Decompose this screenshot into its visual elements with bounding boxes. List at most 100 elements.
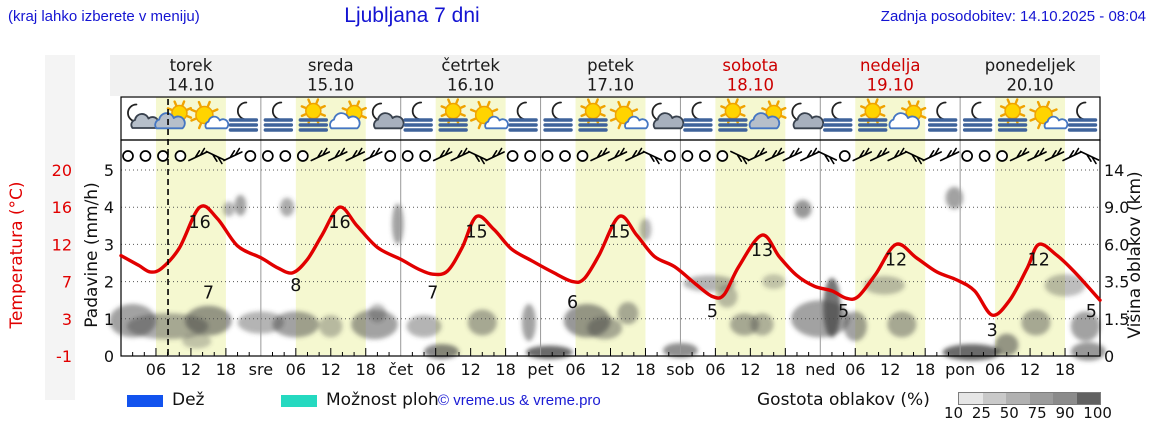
day-date-label: 20.10 (1006, 76, 1053, 95)
temp-axis-tick: -1 (56, 347, 72, 366)
cloud-blob (319, 315, 343, 338)
cloud-blob (617, 302, 639, 325)
copyright-link[interactable]: © vreme.us & vreme.pro (438, 392, 601, 409)
cloud-axis-title: Višina oblakov (km) (1125, 171, 1145, 338)
temp-max-label: 12 (885, 250, 907, 270)
precip-axis-tick: 5 (104, 161, 114, 180)
wind-calm-icon (576, 150, 589, 162)
precip-axis-tick: 2 (104, 273, 114, 292)
wind-calm-icon (978, 150, 991, 162)
weather-icon-sun-whitecloud (888, 100, 927, 130)
x-axis-label: 18 (356, 360, 376, 379)
wind-calm-icon (174, 150, 187, 162)
wind-barb-icon (607, 147, 628, 162)
weather-icon-moon-fog (962, 101, 993, 132)
wind-barb-icon (1027, 147, 1047, 162)
cloud-blob (182, 333, 212, 349)
wind-barb-icon (1062, 147, 1082, 162)
day-name-label: petek (587, 56, 634, 75)
x-axis-label: 18 (495, 360, 515, 379)
cloud-axis-tick: 6.0 (1104, 235, 1129, 254)
wind-barb-icon (590, 147, 610, 162)
wind-barb-icon (642, 150, 663, 165)
x-axis-label: sob (666, 360, 694, 379)
cloud-blob (639, 218, 652, 241)
wind-barb-icon (450, 147, 470, 162)
wind-barb-icon (467, 150, 488, 165)
x-axis-label: 12 (600, 360, 620, 379)
menu-hint: (kraj lahko izberete v meniju) (8, 8, 200, 25)
day-name-label: nedelja (860, 56, 921, 75)
x-axis-label: ned (805, 360, 835, 379)
temp-max-label: 16 (189, 213, 211, 233)
precip-axis-tick: 4 (104, 198, 114, 217)
temp-min-label: 5 (838, 302, 849, 322)
x-axis-label: 06 (985, 360, 1005, 379)
cloud-blob (351, 309, 398, 340)
day-header-band (110, 55, 1100, 96)
wind-barb-icon (327, 147, 348, 162)
wind-barb-icon (432, 147, 453, 162)
weather-icon-sun-fog (997, 98, 1028, 132)
x-axis-label: 18 (1055, 360, 1075, 379)
temp-min-label: 7 (427, 284, 438, 304)
temperature-curve (119, 204, 1102, 317)
weather-icon-moon-fog (927, 101, 958, 132)
wind-barb-icon (817, 150, 838, 165)
rain-legend-label: Dež (172, 390, 205, 410)
weather-icon-sun-fog (858, 98, 888, 132)
cloud-blob (222, 201, 235, 217)
cloud-blob (467, 309, 497, 336)
cloud-blob (843, 311, 867, 342)
wind-calm-icon (244, 150, 257, 162)
wind-barb-icon (1044, 147, 1065, 162)
wind-barb-icon (310, 147, 331, 162)
wind-barb-icon (205, 150, 226, 165)
cloud-blob (750, 313, 774, 336)
cloud-density-label: Gostota oblakov (%) (757, 390, 930, 410)
wind-calm-icon (279, 150, 292, 162)
temp-min-label: 3 (987, 321, 998, 341)
day-name-label: sobota (722, 56, 778, 75)
x-axis-label: pon (945, 360, 975, 379)
cloud-density-swatch (1006, 393, 1030, 404)
wind-calm-icon (139, 150, 152, 162)
x-axis-label: 06 (146, 360, 166, 379)
wind-calm-icon (296, 150, 309, 162)
weather-icon-moon-fog (508, 101, 538, 132)
temp-axis-title: Temperatura (°C) (7, 181, 27, 329)
cloud-blob (945, 186, 964, 210)
cloud-blob (185, 305, 232, 336)
x-axis-label: 06 (286, 360, 306, 379)
weather-icon-moon-graycloud (371, 102, 405, 130)
wind-calm-icon (681, 150, 694, 162)
temperature-axis-strip (45, 55, 75, 400)
temp-axis-tick: 12 (52, 235, 72, 254)
temp-max-label: 13 (751, 241, 773, 261)
cloud-blob (762, 274, 786, 290)
cloud-blob (526, 345, 573, 359)
cloud-blob (729, 313, 760, 336)
cloud-blob (521, 303, 536, 342)
last-update-text: Zadnja posodobitev: 14.10.2025 - 08:04 (880, 8, 1146, 25)
day-name-label: ponedeljek (985, 56, 1076, 75)
day-date-label: 17.10 (587, 76, 634, 95)
x-axis-label: 06 (565, 360, 585, 379)
temp-max-label: 12 (1028, 250, 1050, 270)
weather-icon-sun-cloud (748, 100, 787, 130)
wind-calm-icon (384, 150, 397, 162)
weather-icon-moon-fog (263, 101, 294, 132)
wind-calm-icon (716, 150, 729, 162)
wind-barb-icon (1079, 150, 1100, 165)
x-axis-label: čet (388, 360, 413, 379)
temp-min-label: 5 (707, 302, 718, 322)
cloud-axis-tick: 3.5 (1104, 273, 1129, 292)
cloud-axis-tick: 14 (1104, 161, 1124, 180)
weather-icon-moon-fog (683, 101, 713, 132)
showers-legend-label: Možnost ploh (326, 390, 439, 410)
wind-calm-icon (664, 150, 676, 162)
weather-icon-moon-cloud (127, 103, 160, 129)
day-date-label: 19.10 (867, 76, 914, 95)
cloud-density-tick: 90 (1055, 404, 1075, 422)
